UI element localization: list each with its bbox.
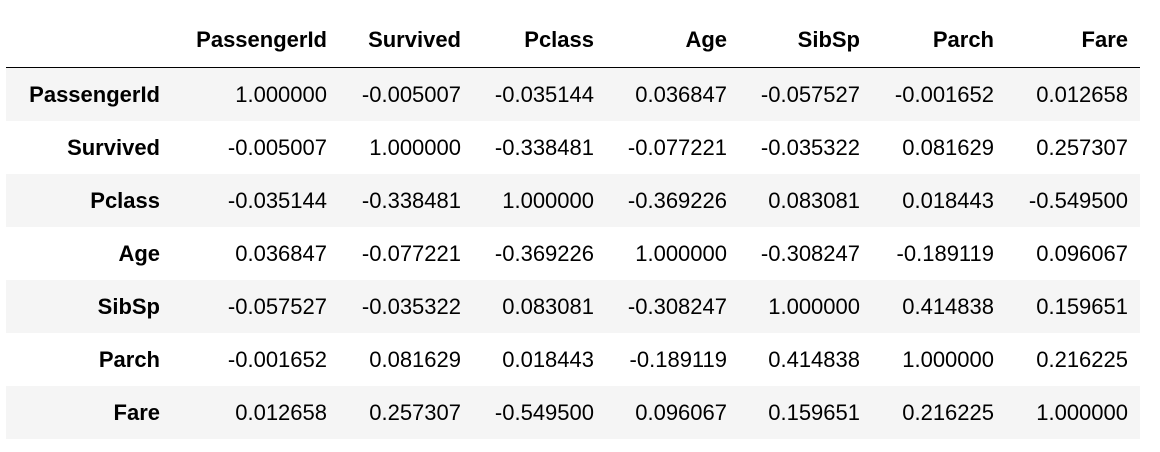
table-cell: 0.216225 <box>1036 346 1128 372</box>
table-cell: -0.057527 <box>227 293 327 319</box>
row-header: Age <box>118 240 160 266</box>
table-row: Fare 0.012658 0.257307 -0.549500 0.096067 0.1… <box>6 386 1140 439</box>
table-cell: -0.549500 <box>1028 187 1128 213</box>
table-cell: 0.414838 <box>768 346 860 372</box>
row-header: Pclass <box>90 187 160 213</box>
table-cell: 0.081629 <box>902 134 994 160</box>
row-header: Survived <box>67 134 160 160</box>
table-cell: 0.012658 <box>235 399 327 425</box>
row-header: SibSp <box>97 293 160 319</box>
table-cell: -0.035322 <box>361 293 461 319</box>
table-cell: -0.549500 <box>494 399 594 425</box>
table-cell: 1.000000 <box>235 81 327 107</box>
table-cell: 0.083081 <box>768 187 860 213</box>
table-cell: 1.000000 <box>635 240 727 266</box>
table-cell: 0.159651 <box>768 399 860 425</box>
correlation-table: PassengerId Survived Pclass Age SibSp Parch Fa… <box>6 12 1140 439</box>
table-cell: 1.000000 <box>902 346 994 372</box>
row-header: PassengerId <box>29 81 160 107</box>
column-header: Fare <box>1006 12 1140 68</box>
table-cell: 1.000000 <box>1036 399 1128 425</box>
table-cell: -0.308247 <box>760 240 860 266</box>
table-cell: -0.005007 <box>227 134 327 160</box>
table-row: Pclass -0.035144 -0.338481 1.000000 -0.36922… <box>6 174 1140 227</box>
table-cell: 0.159651 <box>1036 293 1128 319</box>
table-cell: -0.035322 <box>760 134 860 160</box>
table-cell: 0.414838 <box>902 293 994 319</box>
column-header: PassengerId <box>172 12 339 68</box>
table-cell: 0.257307 <box>369 399 461 425</box>
table-cell: 1.000000 <box>369 134 461 160</box>
column-header: Survived <box>339 12 473 68</box>
table-cell: -0.308247 <box>627 293 727 319</box>
table-cell: 0.083081 <box>502 293 594 319</box>
table-cell: 0.257307 <box>1036 134 1128 160</box>
table-row: Parch -0.001652 0.081629 0.018443 -0.189119 0… <box>6 333 1140 386</box>
table-cell: -0.057527 <box>760 81 860 107</box>
table-row: SibSp -0.057527 -0.035322 0.083081 -0.308247… <box>6 280 1140 333</box>
table-cell: 0.018443 <box>902 187 994 213</box>
table-cell: -0.189119 <box>629 346 727 372</box>
corner-cell <box>6 12 172 68</box>
table-row: Survived -0.005007 1.000000 -0.338481 -0.077… <box>6 121 1140 174</box>
table-cell: -0.369226 <box>627 187 727 213</box>
column-header: Age <box>606 12 739 68</box>
table-body: PassengerId 1.000000 -0.005007 -0.035144 0.0… <box>6 67 1140 439</box>
table-cell: -0.077221 <box>361 240 461 266</box>
header-row: PassengerId Survived Pclass Age SibSp Parch Fa… <box>6 12 1140 68</box>
column-header: Pclass <box>473 12 606 68</box>
table-cell: -0.338481 <box>361 187 461 213</box>
column-header: SibSp <box>739 12 872 68</box>
table-cell: 0.018443 <box>502 346 594 372</box>
table-row: PassengerId 1.000000 -0.005007 -0.035144 0.0… <box>6 67 1140 121</box>
table-cell: -0.001652 <box>894 81 994 107</box>
table-cell: 0.036847 <box>235 240 327 266</box>
table-cell: -0.338481 <box>494 134 594 160</box>
table-cell: -0.035144 <box>494 81 594 107</box>
table-cell: 0.081629 <box>369 346 461 372</box>
table-cell: 0.216225 <box>902 399 994 425</box>
table-cell: -0.035144 <box>227 187 327 213</box>
table-cell: 0.012658 <box>1036 81 1128 107</box>
table-cell: -0.005007 <box>361 81 461 107</box>
row-header: Fare <box>113 399 160 425</box>
table-cell: -0.001652 <box>227 346 327 372</box>
table-cell: 0.036847 <box>635 81 727 107</box>
row-header: Parch <box>98 346 160 372</box>
table-cell: 0.096067 <box>635 399 727 425</box>
table-cell: 1.000000 <box>768 293 860 319</box>
table-cell: -0.077221 <box>627 134 727 160</box>
column-header: Parch <box>872 12 1006 68</box>
table-cell: -0.369226 <box>494 240 594 266</box>
table-cell: -0.189119 <box>896 240 994 266</box>
table-cell: 0.096067 <box>1036 240 1128 266</box>
table-row: Age 0.036847 -0.077221 -0.369226 1.000000 -0.… <box>6 227 1140 280</box>
table-cell: 1.000000 <box>502 187 594 213</box>
